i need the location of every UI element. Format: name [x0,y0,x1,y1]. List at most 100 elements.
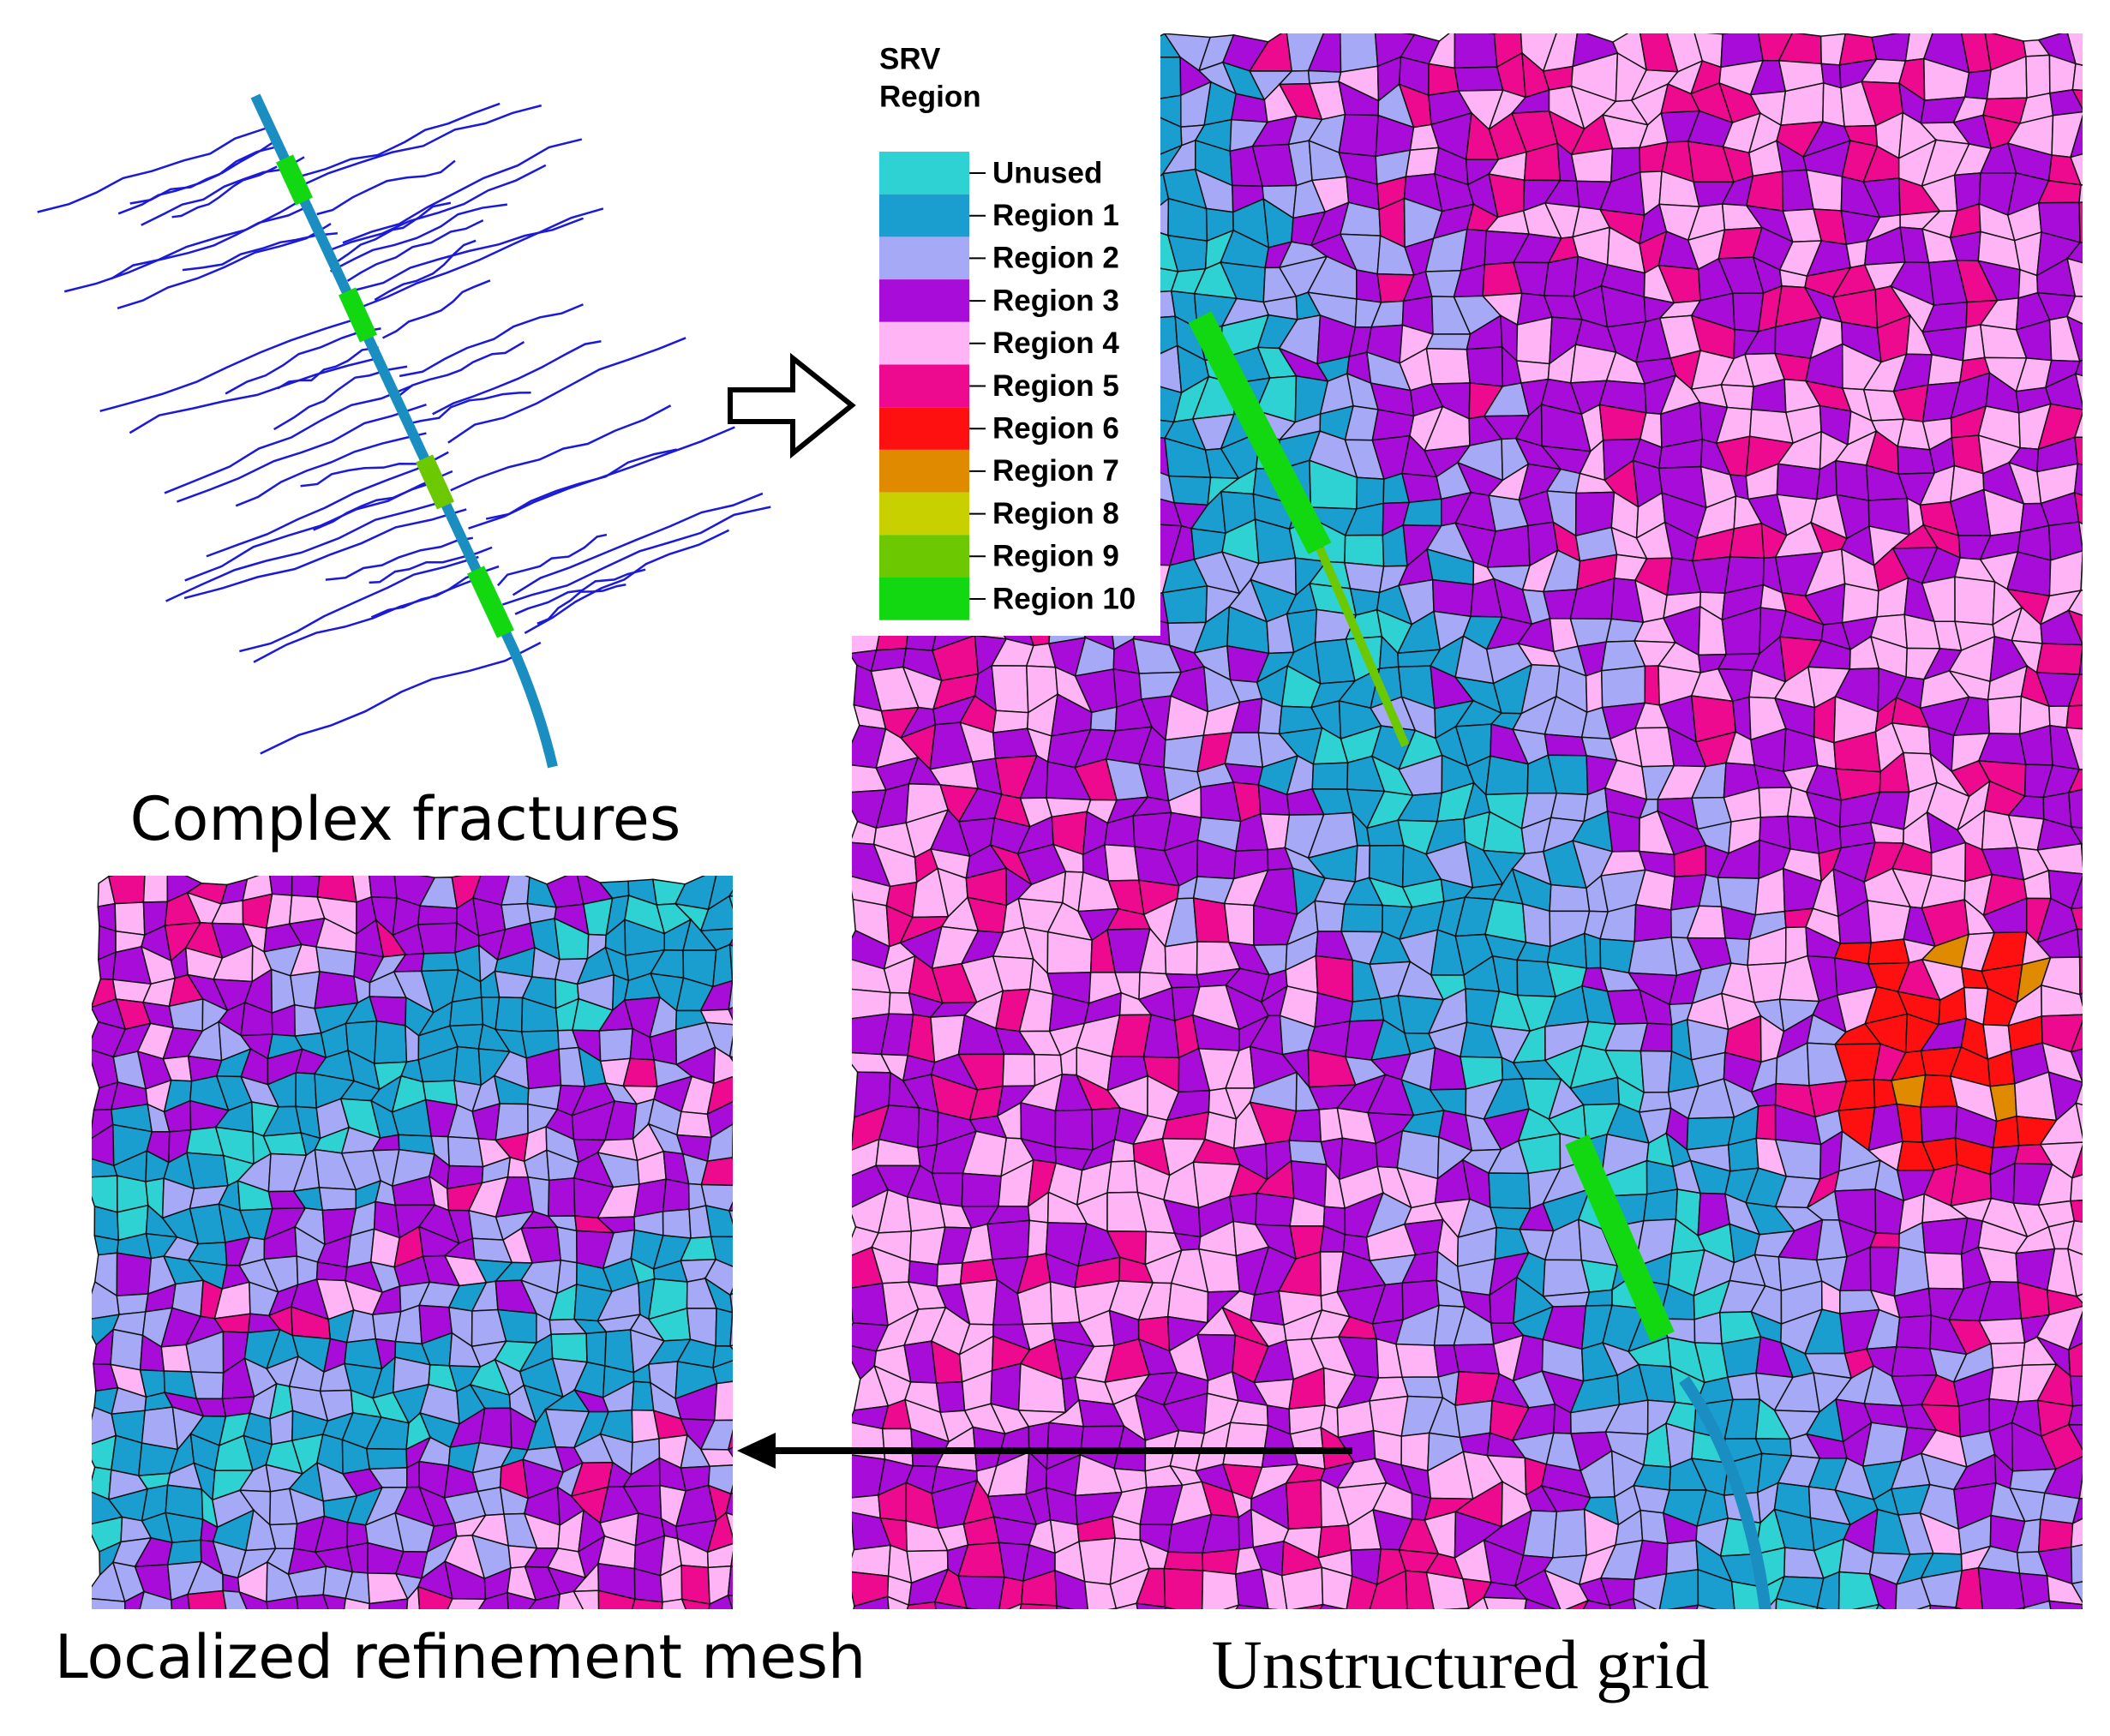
mesh-cell [598,1027,634,1063]
mesh-cell [417,922,458,955]
mesh-cell [901,1627,944,1662]
mesh-cell [1400,1432,1430,1472]
fracture [141,156,305,226]
mesh-cell [1280,1566,1324,1609]
mesh-cell [713,1380,733,1422]
mesh-cell [2070,1013,2083,1053]
mesh-cell [1161,584,1208,624]
mesh-cell [1815,1607,1842,1609]
mesh-cell [1835,459,1870,502]
fracture [301,104,542,187]
mesh-cell [2047,1635,2073,1669]
mesh-cell [1054,1109,1094,1151]
mesh-cell [957,1575,1005,1609]
mesh-cell [1816,1571,1840,1609]
fracture [432,340,602,416]
mesh-cell [708,1594,733,1609]
mesh-cell [2099,589,2110,625]
mesh-cell [1520,1598,1563,1609]
fracture [184,470,453,582]
legend-label: Region 3 [992,284,1119,317]
mesh-cell [2105,146,2110,187]
legend-swatch [879,535,969,578]
mesh-cell [548,1177,576,1218]
mesh-cell [661,1598,687,1609]
mesh-cell [2067,673,2083,707]
mesh-cell [631,1598,663,1609]
fracture [381,279,491,339]
mesh-cell [728,937,733,947]
mesh-cell [712,1045,733,1085]
mesh-cell [1755,1104,1777,1140]
mesh-cell [368,1598,409,1609]
mesh-cell [1110,1139,1136,1163]
mesh-cell [1425,347,1472,385]
mesh-cell [2080,842,2083,875]
mesh-cell [604,1329,635,1374]
mesh-cell [1721,1336,1762,1379]
mesh-cell [2039,1102,2083,1146]
mesh-cell [1927,353,1964,386]
mesh-cell [1921,1217,1969,1255]
mesh-cell [1431,578,1474,618]
legend-title: Region [879,80,981,113]
fracture [354,207,604,311]
mesh-cell [1990,1342,2026,1369]
mesh-cell [1354,845,1371,883]
mesh-cell [2070,1541,2083,1585]
mesh-cell [2066,257,2083,298]
mesh-cell [712,943,733,988]
mesh-cell [2099,559,2110,596]
mesh-cell [1988,1364,2023,1403]
wellbore-segment [1188,311,1332,554]
mesh-cell [2073,491,2083,534]
mesh-cell [2071,1141,2083,1179]
fracture [235,432,427,507]
mesh-cell [1897,1627,1928,1673]
mesh-cell [1002,1053,1036,1087]
mesh-cell [699,1448,733,1467]
mesh-cell [2103,296,2110,333]
mesh-cell [1570,147,1614,183]
mesh-cell [884,128,918,151]
mesh-cell [939,1634,965,1675]
mesh-cell [1046,33,1090,58]
fracture [182,231,338,272]
mesh-cell [662,1208,692,1239]
fracture [536,584,626,625]
mesh-cell [1106,1160,1139,1194]
mesh-cell [365,1447,408,1470]
mesh-cell [1954,576,1996,626]
mesh-cell [2065,242,2083,272]
mesh-cell [2075,1102,2083,1147]
mesh-cell [915,119,948,157]
mesh-cell [2100,532,2110,562]
mesh-cell [2070,869,2083,910]
mesh-cell [1222,1422,1269,1469]
mesh-cell [1105,96,1151,117]
mesh-cell [2101,171,2110,204]
mesh-cell [1868,1572,1897,1609]
legend-label: Region 9 [992,540,1119,573]
mesh-cell [501,876,530,906]
mesh-cell [1401,1376,1444,1398]
fracture [323,164,547,254]
fracture [325,536,474,581]
mesh-cell [139,1590,173,1609]
mesh-cell [1367,1569,1408,1609]
mesh-cell [728,979,733,1011]
mesh-cell [1633,1572,1668,1609]
mesh-cell [1004,1628,1019,1667]
mesh-cell [269,876,293,896]
wellbore-segment [1316,547,1410,747]
fracture [399,303,584,378]
mesh-cell [2106,931,2110,973]
mesh-cell [93,1205,120,1242]
mesh-cell [110,1328,144,1371]
mesh-cell [2100,1260,2110,1289]
mesh-cell [1720,1637,1763,1671]
mesh-cell [1837,1603,1880,1609]
mesh-cell [1016,1602,1058,1609]
mesh-cell [1224,732,1264,769]
mesh-cell [1016,51,1052,98]
